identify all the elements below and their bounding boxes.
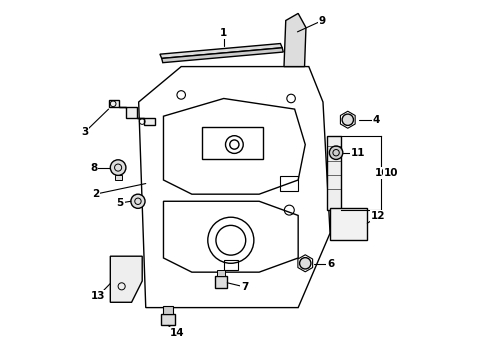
Text: 2: 2 (92, 189, 99, 199)
Bar (161, 314, 175, 325)
Bar (217, 270, 225, 276)
Text: 4: 4 (372, 116, 380, 125)
Text: 11: 11 (350, 148, 365, 158)
Bar (215, 276, 227, 288)
Text: 3: 3 (81, 127, 88, 137)
Text: 14: 14 (170, 328, 184, 338)
Text: 10: 10 (374, 168, 389, 178)
Circle shape (329, 146, 343, 159)
Text: 6: 6 (327, 259, 334, 269)
Text: 8: 8 (90, 163, 98, 173)
Polygon shape (162, 48, 283, 63)
Polygon shape (326, 136, 341, 210)
Bar (224, 260, 238, 270)
Bar (115, 175, 122, 180)
Polygon shape (284, 13, 306, 67)
Text: 5: 5 (117, 198, 124, 208)
Bar (280, 176, 298, 191)
Circle shape (299, 258, 311, 269)
Text: 1: 1 (220, 28, 227, 38)
Bar (330, 208, 368, 240)
Circle shape (342, 114, 353, 125)
Text: 10: 10 (384, 168, 399, 178)
Text: 7: 7 (241, 282, 249, 292)
Circle shape (131, 194, 145, 208)
Circle shape (110, 160, 126, 175)
Bar (163, 306, 173, 314)
Polygon shape (110, 256, 142, 302)
Text: 13: 13 (91, 291, 105, 301)
Text: 9: 9 (318, 15, 326, 26)
Polygon shape (109, 100, 155, 125)
Text: 12: 12 (371, 211, 386, 221)
Polygon shape (160, 44, 282, 58)
